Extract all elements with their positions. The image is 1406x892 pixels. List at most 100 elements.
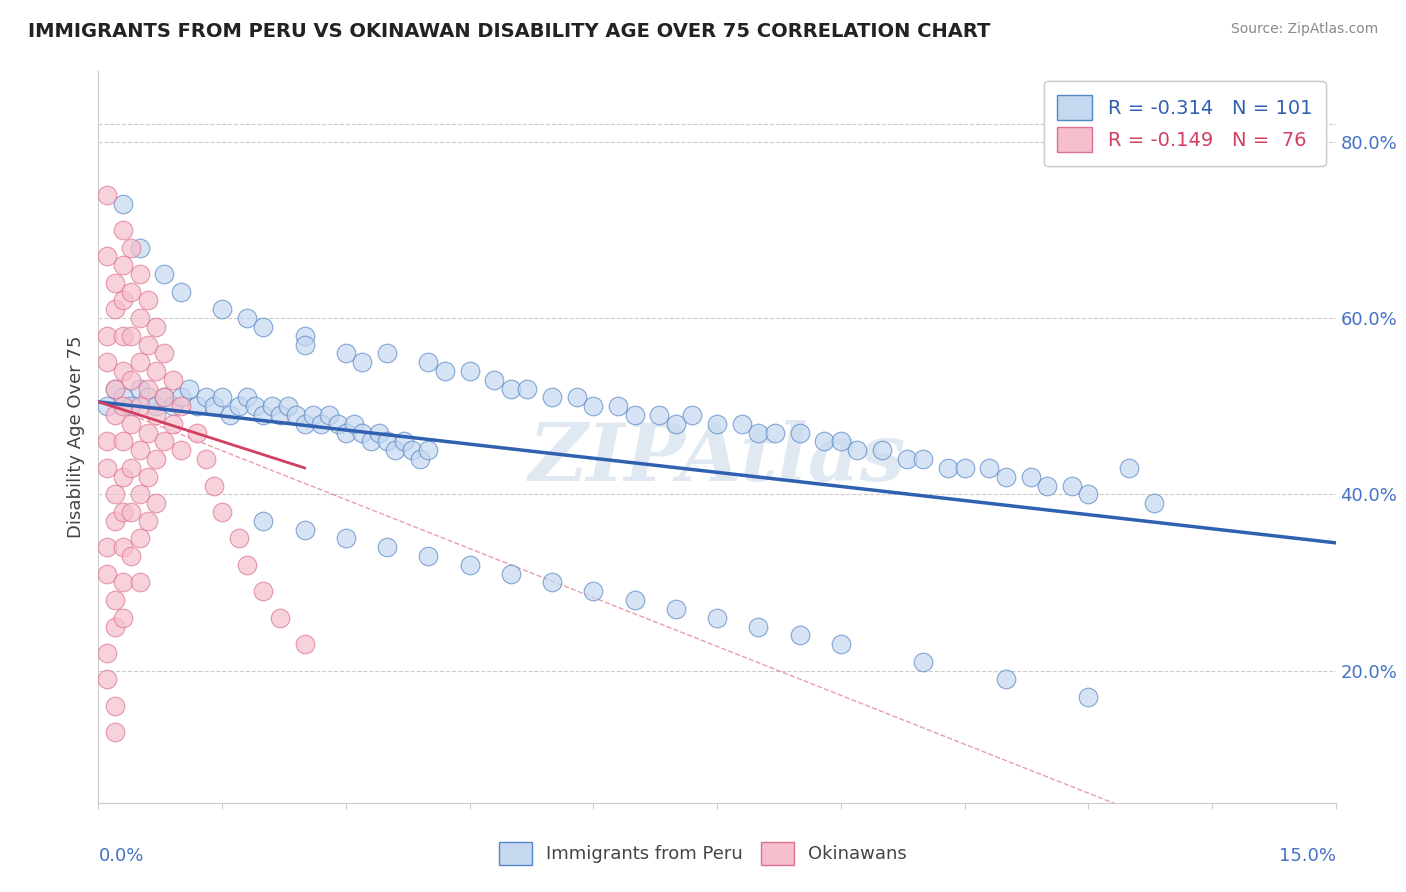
Text: ZIPAtlas: ZIPAtlas (529, 420, 905, 498)
Point (747, 425, 769, 440)
Point (269, 408, 291, 422)
Point (252, 514, 274, 528)
Point (433, 364, 456, 378)
Point (211, 302, 233, 317)
Point (96, 673, 118, 687)
Point (623, 408, 645, 422)
Legend: Immigrants from Peru, Okinawans: Immigrants from Peru, Okinawans (491, 833, 915, 874)
Point (706, 417, 728, 431)
Point (120, 549, 142, 563)
Point (953, 461, 976, 475)
Point (136, 391, 159, 405)
Point (202, 399, 225, 413)
Point (260, 399, 283, 413)
Point (623, 593, 645, 607)
Point (846, 443, 869, 458)
Point (335, 425, 357, 440)
Point (128, 382, 150, 396)
Point (789, 425, 811, 440)
Point (153, 267, 176, 281)
Point (285, 408, 308, 422)
Point (418, 355, 440, 369)
Point (96, 328, 118, 343)
Point (484, 373, 506, 387)
Point (104, 487, 127, 501)
Point (294, 417, 316, 431)
Point (104, 619, 127, 633)
Point (418, 549, 440, 563)
Point (1077, 690, 1099, 704)
Point (994, 673, 1017, 687)
Point (128, 399, 150, 413)
Point (112, 540, 135, 554)
Point (294, 637, 316, 651)
Point (665, 417, 688, 431)
Point (136, 514, 159, 528)
Point (112, 293, 135, 308)
Point (1060, 478, 1083, 492)
Point (335, 532, 357, 546)
Point (375, 540, 398, 554)
Point (936, 461, 959, 475)
Point (96, 566, 118, 581)
Point (128, 355, 150, 369)
Text: IMMIGRANTS FROM PERU VS OKINAWAN DISABILITY AGE OVER 75 CORRELATION CHART: IMMIGRANTS FROM PERU VS OKINAWAN DISABIL… (28, 22, 990, 41)
Point (194, 391, 217, 405)
Point (112, 469, 135, 483)
Point (96, 399, 118, 413)
Point (120, 399, 142, 413)
Point (277, 399, 299, 413)
Point (112, 611, 135, 625)
Point (112, 575, 135, 590)
Point (401, 443, 423, 458)
Point (763, 425, 786, 440)
Point (294, 523, 316, 537)
Point (145, 452, 167, 467)
Point (120, 241, 142, 255)
Point (120, 505, 142, 519)
Point (582, 399, 605, 413)
Point (162, 417, 184, 431)
Point (136, 337, 159, 351)
Point (211, 391, 233, 405)
Point (179, 382, 201, 396)
Point (607, 399, 630, 413)
Point (153, 391, 176, 405)
Point (747, 619, 769, 633)
Point (96, 355, 118, 369)
Point (294, 328, 316, 343)
Point (219, 408, 242, 422)
Point (104, 593, 127, 607)
Point (170, 285, 193, 299)
Y-axis label: Disability Age Over 75: Disability Age Over 75 (66, 335, 84, 539)
Point (499, 382, 522, 396)
Point (582, 584, 605, 599)
Point (269, 611, 291, 625)
Point (96, 540, 118, 554)
Point (813, 434, 835, 449)
Point (194, 452, 217, 467)
Point (1019, 469, 1042, 483)
Point (112, 258, 135, 272)
Point (665, 602, 688, 616)
Text: 0.0%: 0.0% (98, 847, 143, 864)
Point (128, 532, 150, 546)
Point (516, 382, 538, 396)
Point (648, 408, 671, 422)
Point (112, 328, 135, 343)
Point (228, 532, 250, 546)
Point (979, 461, 1001, 475)
Point (186, 425, 208, 440)
Point (1077, 487, 1099, 501)
Point (186, 399, 208, 413)
Point (104, 382, 127, 396)
Point (145, 496, 167, 510)
Point (112, 399, 135, 413)
Point (170, 399, 193, 413)
Text: 15.0%: 15.0% (1278, 847, 1336, 864)
Point (96, 461, 118, 475)
Point (104, 514, 127, 528)
Point (153, 346, 176, 360)
Point (104, 725, 127, 739)
Point (541, 391, 564, 405)
